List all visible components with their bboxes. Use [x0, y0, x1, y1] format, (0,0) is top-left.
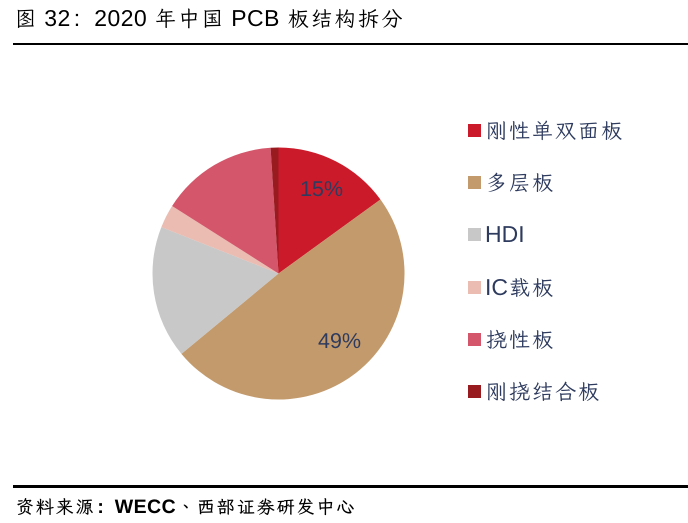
legend-marker-3	[468, 280, 481, 294]
text-glyphs	[486, 226, 522, 243]
pie-slice-刚性单双面板	[278, 147, 381, 274]
legend-label-3: IC载板	[483, 275, 556, 301]
source-rule	[13, 485, 688, 488]
title-rule	[13, 42, 688, 45]
text-glyphs	[318, 332, 361, 348]
text-glyphs	[487, 381, 599, 402]
legend-label-1: 多层板	[483, 170, 556, 196]
data-label-1: 49%	[316, 329, 364, 354]
text-glyphs	[486, 277, 553, 297]
data-label-0: 15%	[298, 177, 346, 202]
pie-slice-挠性板	[172, 147, 279, 274]
legend-label-0: 刚性单双面板	[483, 118, 625, 144]
legend-label-4: 挠性板	[483, 327, 556, 353]
figure-source: 资料来源：WECC、西部证券研发中心	[13, 496, 358, 518]
legend-marker-0	[468, 124, 481, 137]
legend-marker-1	[468, 176, 481, 190]
text-glyphs	[301, 181, 342, 197]
pie-slice-多层板	[181, 199, 405, 400]
legend-marker-4	[468, 332, 481, 346]
text-glyphs	[17, 8, 403, 29]
legend-label-5: 刚挠结合板	[483, 379, 602, 405]
text-glyphs	[486, 329, 553, 349]
legend-marker-2	[468, 228, 481, 242]
pie-slice-HDI	[152, 227, 279, 354]
legend-marker-5	[468, 385, 481, 398]
legend-label-2: HDI	[483, 222, 527, 248]
pie-slice-IC载板	[161, 205, 279, 274]
pie-slice-刚挠结合板	[270, 147, 279, 274]
text-glyphs	[487, 172, 553, 193]
text-glyphs	[487, 120, 622, 141]
figure-title: 图 32：2020 年中国 PCB 板结构拆分	[12, 6, 406, 32]
pie	[152, 147, 405, 400]
text-glyphs	[17, 497, 354, 515]
